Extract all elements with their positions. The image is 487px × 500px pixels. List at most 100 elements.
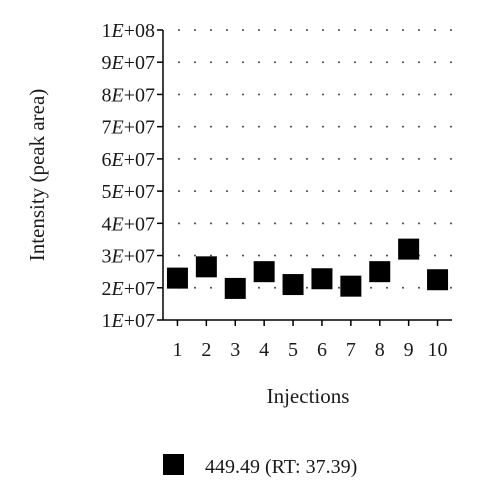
grid-dot [450, 286, 452, 289]
grid-dot [386, 93, 388, 96]
axes [157, 29, 452, 326]
grid-dot [418, 93, 420, 96]
grid-dot [322, 222, 324, 225]
grid-dot [322, 29, 324, 31]
grid-dot [354, 93, 356, 96]
grid-dot [290, 254, 292, 257]
x-axis-label: Injections [267, 384, 350, 408]
grid-dot [338, 286, 340, 289]
y-tick-label: 9E+07 [102, 52, 156, 74]
grid-dot [402, 286, 404, 289]
grid-dot [210, 222, 212, 225]
grid-dot [434, 157, 436, 160]
grid-dot [386, 125, 388, 128]
grid-dot [450, 157, 452, 160]
grid-dot [386, 222, 388, 225]
grid-dot [194, 222, 196, 225]
grid-dot [450, 222, 452, 225]
grid-dot [178, 93, 180, 96]
grid-dot [370, 29, 372, 31]
grid-dot [354, 61, 356, 64]
y-tick-labels: 1E+07 2E+07 3E+07 4E+07 5E+07 6E+07 7E+07 8E+07… [102, 20, 156, 332]
grid-dot [274, 222, 276, 225]
grid-dot [402, 157, 404, 160]
grid-dot [434, 61, 436, 64]
grid-dot [178, 254, 180, 257]
grid-dot [290, 93, 292, 96]
grid-dot [338, 157, 340, 160]
y-tick-label: 6E+07 [102, 149, 156, 171]
data-point [340, 275, 362, 297]
grid-dot [434, 29, 436, 31]
grid-dot [258, 61, 260, 64]
grid-dot [242, 157, 244, 160]
data-point [224, 277, 246, 299]
data-point [282, 274, 304, 296]
grid-dot [354, 157, 356, 160]
grid-dot [194, 61, 196, 64]
grid-dot [450, 190, 452, 193]
grid-dot [274, 125, 276, 128]
grid-dot [322, 254, 324, 257]
x-tick-label: 3 [230, 339, 240, 361]
y-tick-label: 4E+07 [102, 213, 156, 235]
grid-dot [434, 125, 436, 128]
grid-dot [242, 29, 244, 31]
grid-dot [370, 125, 372, 128]
grid-dot [210, 286, 212, 289]
grid-dot [242, 125, 244, 128]
grid-dot [210, 190, 212, 193]
grid-dot [194, 286, 196, 289]
grid-dot [370, 190, 372, 193]
x-tick-label: 8 [375, 339, 385, 361]
grid-dot [370, 93, 372, 96]
grid-dot [274, 286, 276, 289]
grid-dot [338, 222, 340, 225]
grid-dot [402, 29, 404, 31]
grid-dot [226, 29, 228, 31]
grid-dot [178, 29, 180, 31]
grid-dot [258, 93, 260, 96]
grid-dot [354, 29, 356, 31]
grid-dot [418, 222, 420, 225]
data-point [195, 256, 217, 278]
grid-dot [226, 125, 228, 128]
grid-dot [370, 254, 372, 257]
grid-dot [306, 157, 308, 160]
data-point [398, 238, 420, 260]
grid-dot [290, 61, 292, 64]
grid-dot [258, 222, 260, 225]
y-tick-label: 1E+07 [102, 310, 156, 332]
grid-dot [178, 157, 180, 160]
grid-dot [210, 157, 212, 160]
grid-dot [338, 29, 340, 31]
grid-dot [354, 125, 356, 128]
grid-dot [386, 157, 388, 160]
grid-dot [258, 157, 260, 160]
grid-dot [290, 222, 292, 225]
grid-dot [178, 61, 180, 64]
grid-dot [258, 254, 260, 257]
grid-dot [354, 190, 356, 193]
x-tick-label: 2 [201, 339, 211, 361]
grid-dot [306, 61, 308, 64]
grid-dot [450, 254, 452, 257]
data-point [253, 261, 275, 283]
data-point [369, 261, 391, 283]
grid-dot [386, 61, 388, 64]
grid-dot [306, 125, 308, 128]
grid-dot [194, 157, 196, 160]
grid-dot [178, 190, 180, 193]
grid-dot [418, 29, 420, 31]
grid-dot [418, 157, 420, 160]
grid-dot [322, 61, 324, 64]
grid-dot [386, 254, 388, 257]
grid-dot [242, 61, 244, 64]
grid-dot [210, 254, 212, 257]
grid-dot [178, 125, 180, 128]
grid-dot [290, 29, 292, 31]
grid-dot [290, 190, 292, 193]
grid-dot [322, 157, 324, 160]
legend: 449.49 (RT: 37.39) [163, 454, 357, 478]
grid-dot [434, 190, 436, 193]
